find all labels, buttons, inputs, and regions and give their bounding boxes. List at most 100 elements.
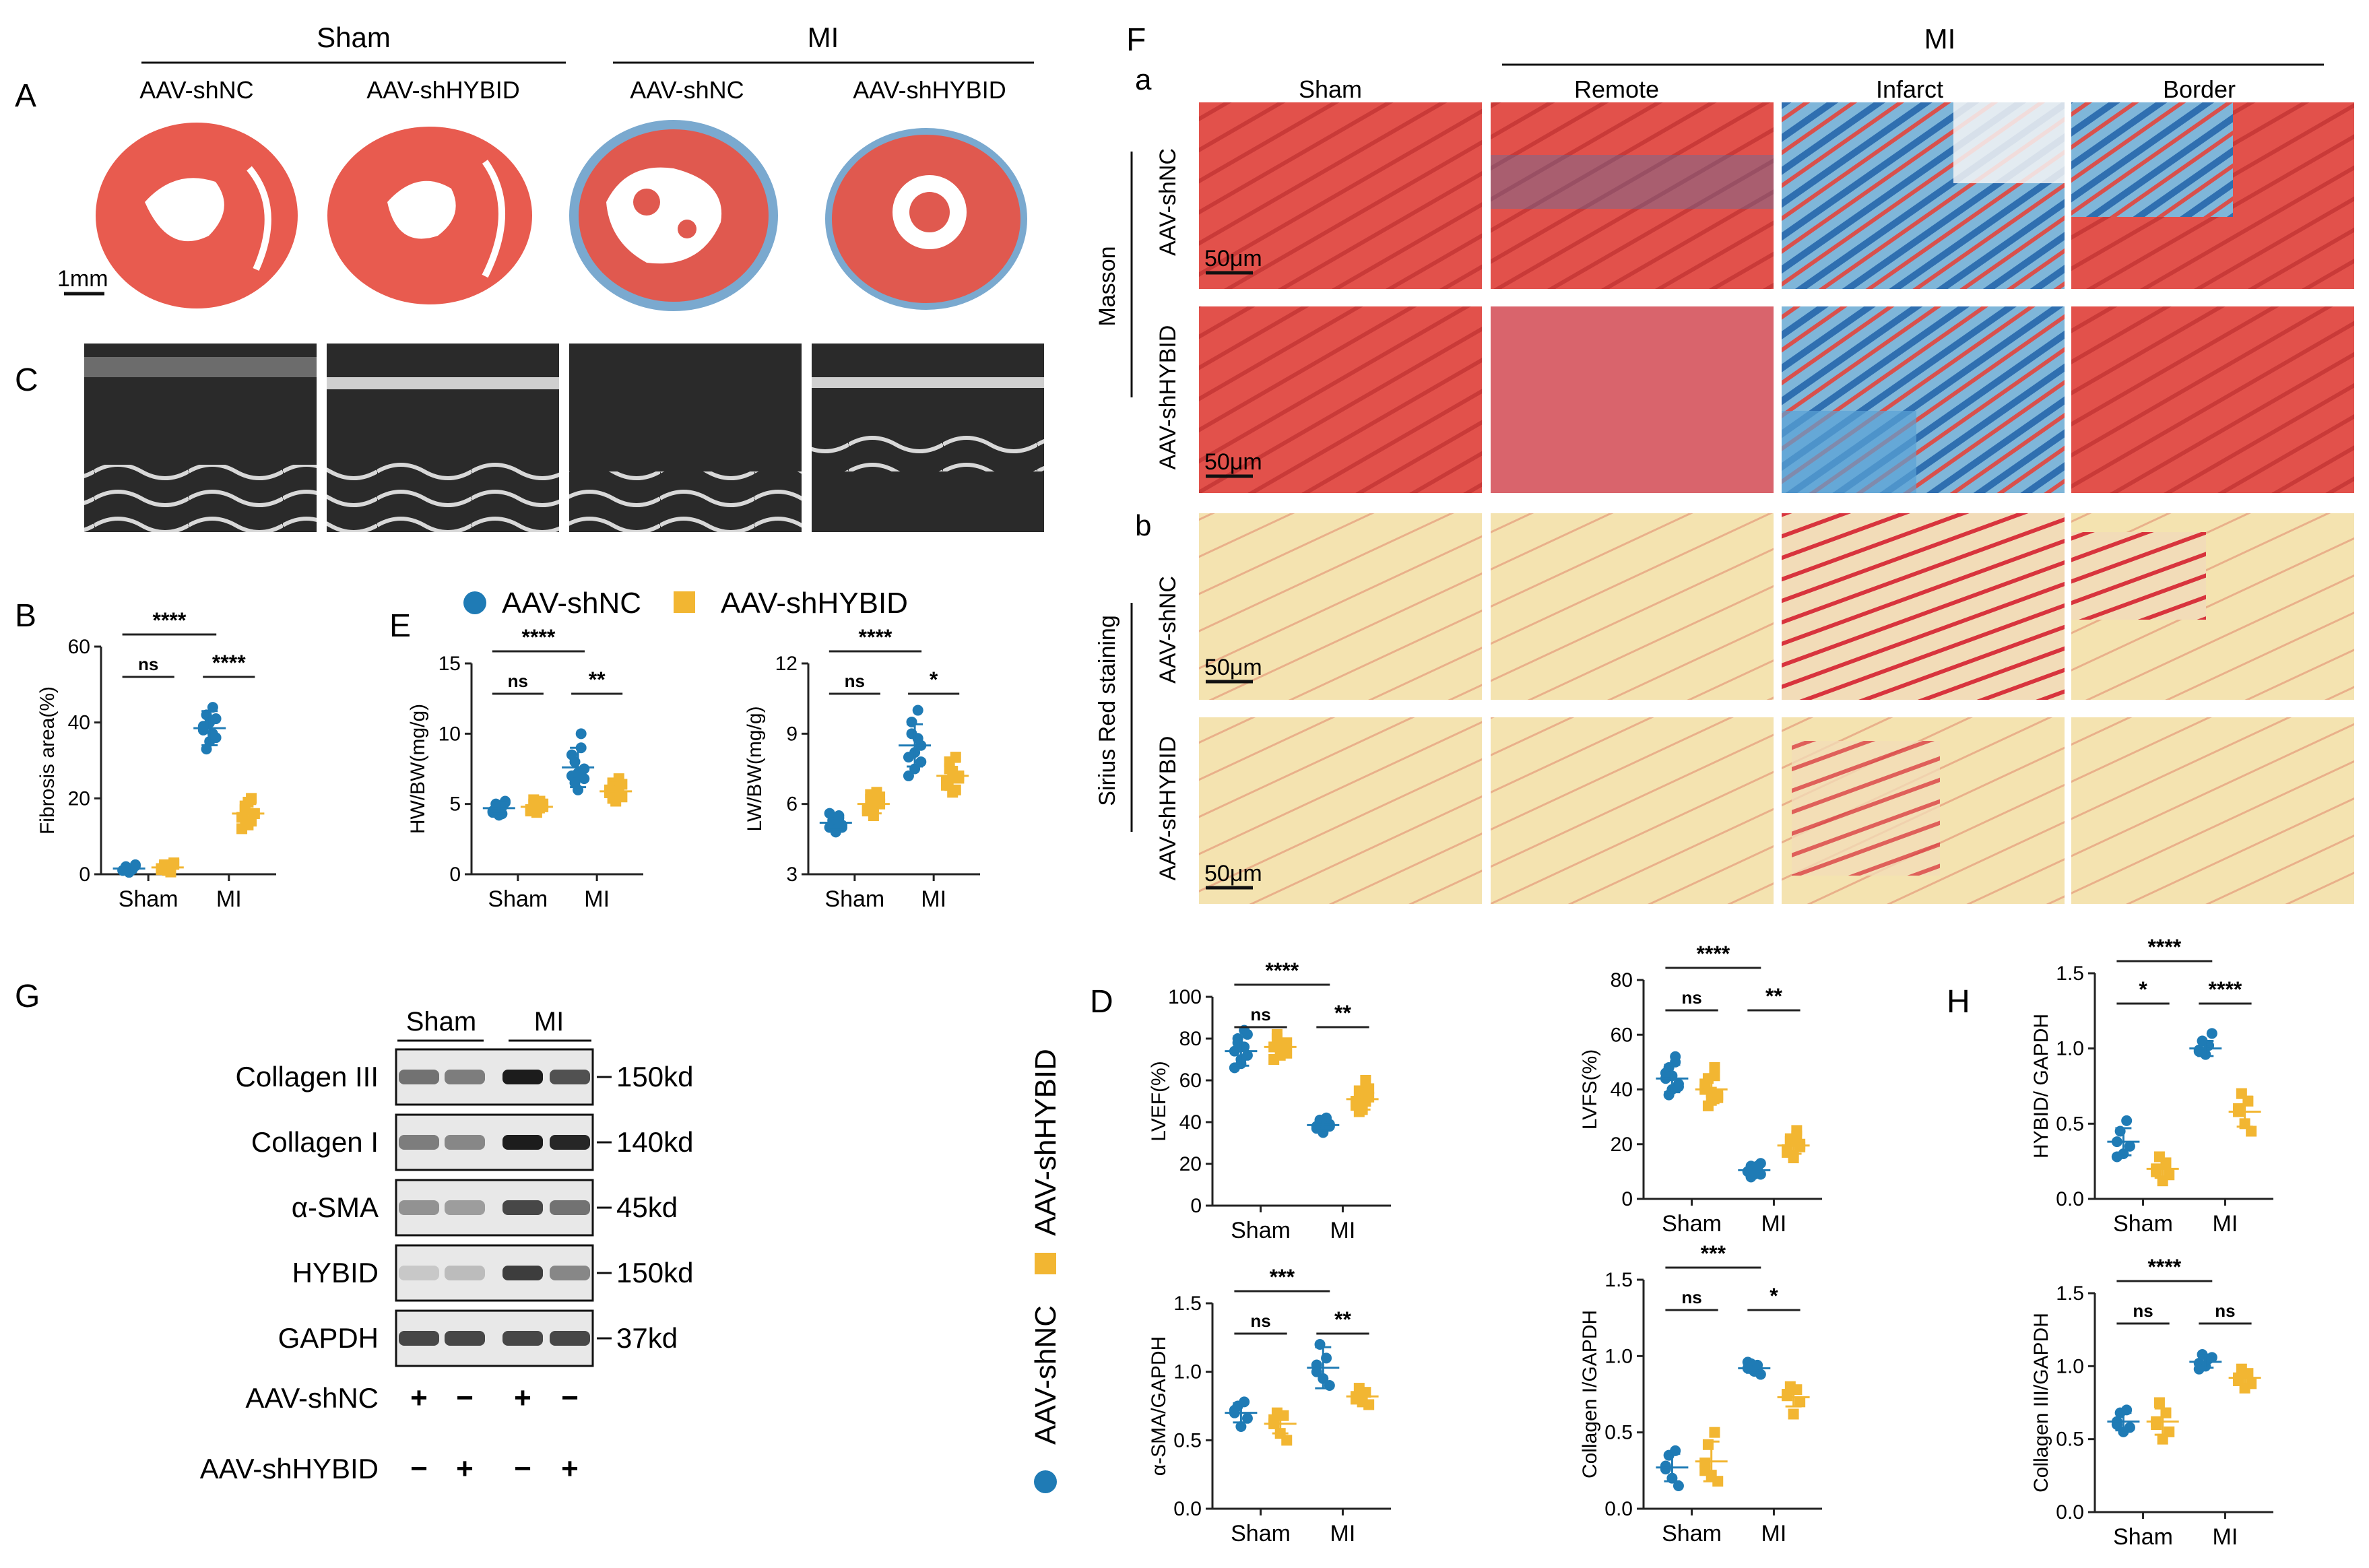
x-tick-label: MI — [1761, 1211, 1787, 1237]
data-point-shNC — [1673, 1480, 1684, 1491]
x-tick-label: Sham — [1662, 1211, 1722, 1237]
significance-label: ** — [589, 667, 606, 692]
y-tick-label: 6 — [786, 793, 798, 816]
legend-v-label-shHYBID: AAV-shHYBID — [1029, 1049, 1062, 1236]
y-tick-label: 20 — [1179, 1153, 1202, 1175]
treatment-sign: + — [514, 1381, 531, 1414]
panel-label-F: F — [1126, 22, 1146, 58]
treatment-label: AAV-shHYBID — [200, 1453, 379, 1484]
protein-label: GAPDH — [278, 1322, 379, 1354]
data-point-shNC — [210, 713, 222, 725]
data-point-shNC — [1755, 1369, 1766, 1380]
data-point-shHYBID — [616, 779, 628, 790]
data-point-shNC — [1660, 1464, 1671, 1475]
scale-label-50um-4: 50μm — [1204, 861, 1262, 886]
data-point-shHYBID — [953, 773, 965, 784]
y-axis-label: Fibrosis area(%) — [36, 686, 59, 835]
blot-band — [399, 1331, 439, 1346]
blot-band — [445, 1266, 485, 1280]
y-tick-label: 0 — [1621, 1188, 1633, 1210]
data-point-shNC — [2111, 1151, 2122, 1163]
protein-label: Collagen III — [236, 1061, 379, 1092]
chart-H2: 0.0 0.5 1.0 1.5 Sham MI Collagen III/GAPDH ****… — [2030, 1255, 2273, 1550]
treatment-label: AAV-shNC — [245, 1382, 379, 1414]
x-tick-label: Sham — [824, 886, 884, 912]
scale-label-50um-3: 50μm — [1204, 655, 1262, 680]
data-point-shNC — [903, 770, 914, 781]
treatment-sign: − — [561, 1381, 579, 1414]
data-point-shHYBID — [236, 823, 248, 835]
chart-D1: 0 20 40 60 80 100 Sham MI LVEF(%) **** ns ** — [1148, 958, 1391, 1243]
data-point-shHYBID — [2153, 1397, 2165, 1408]
treatment-sign: − — [456, 1381, 474, 1414]
legend-v-marker-shHYBID — [1035, 1253, 1056, 1274]
significance-label: **** — [1696, 942, 1730, 966]
data-point-shNC — [207, 702, 218, 713]
scale-label-50um-1: 50μm — [1204, 246, 1262, 271]
y-tick-label: 3 — [786, 863, 798, 886]
wb-group-sham: Sham — [406, 1007, 477, 1037]
treatment-sign: + — [561, 1452, 579, 1485]
treatment-sign: − — [514, 1452, 531, 1485]
data-point-shHYBID — [1709, 1427, 1720, 1438]
y-tick-label: 40 — [68, 712, 90, 734]
chart-D4: 0.0 0.5 1.0 1.5 Sham MI Collagen I/GAPDH *** ns * — [1579, 1241, 1822, 1546]
row-label-sirius: Sirius Red staining — [1095, 615, 1120, 806]
y-axis-label: HYBID/ GAPDH — [2030, 1014, 2052, 1158]
row-label-masson-shHYBID: AAV-shHYBID — [1155, 325, 1181, 470]
y-tick-label: 80 — [1611, 969, 1633, 991]
significance-label: **** — [2147, 935, 2181, 959]
treatment-sign: + — [456, 1452, 474, 1485]
data-point-shHYBID — [1782, 1390, 1793, 1402]
y-axis-label: LVFS(%) — [1579, 1049, 1601, 1130]
y-axis-label: HW/BW(mg/g) — [407, 704, 429, 834]
y-tick-label: 0.5 — [2056, 1113, 2084, 1135]
significance-label: * — [2139, 977, 2147, 1002]
x-tick-label: MI — [2213, 1524, 2238, 1550]
blot-band — [502, 1200, 543, 1215]
x-tick-label: MI — [1761, 1521, 1787, 1546]
blot-band — [550, 1200, 590, 1215]
data-point-shNC — [2193, 1044, 2205, 1055]
x-tick-label: MI — [921, 886, 946, 912]
data-point-shNC — [2124, 1140, 2135, 1152]
blot-band — [445, 1135, 485, 1150]
blot-band — [445, 1331, 485, 1346]
data-point-shHYBID — [1271, 1028, 1283, 1040]
y-tick-label: 0.5 — [1173, 1429, 1202, 1451]
y-axis-label: LVEF(%) — [1148, 1061, 1170, 1141]
heart-section-sham-shHYBID — [327, 127, 532, 304]
data-point-shHYBID — [2246, 1378, 2257, 1390]
significance-label: **** — [2209, 977, 2242, 1002]
data-point-shHYBID — [2246, 1125, 2257, 1137]
x-tick-label: Sham — [2113, 1211, 2173, 1237]
data-point-shHYBID — [1699, 1078, 1711, 1090]
blot-band — [399, 1200, 439, 1215]
y-tick-label: 1.5 — [2056, 1282, 2084, 1305]
y-tick-label: 10 — [439, 723, 461, 745]
data-point-shHYBID — [1794, 1138, 1806, 1150]
significance-label: ** — [1334, 1001, 1351, 1025]
y-tick-label: 1.0 — [1173, 1361, 1202, 1383]
significance-label: ns — [2133, 1301, 2153, 1321]
y-tick-label: 0.0 — [2056, 1501, 2084, 1524]
y-tick-label: 9 — [786, 723, 798, 745]
significance-label: **** — [1265, 958, 1299, 983]
x-tick-label: MI — [1330, 1521, 1356, 1546]
blot-band — [502, 1070, 543, 1084]
data-point-shHYBID — [1712, 1092, 1724, 1103]
data-point-shHYBID — [1363, 1399, 1375, 1410]
group-label-sham-a: Sham — [317, 22, 391, 53]
marker-size-label: 45kd — [616, 1191, 678, 1223]
data-point-shNC — [1235, 1421, 1247, 1432]
data-point-shNC — [1324, 1380, 1335, 1391]
y-tick-label: 1.0 — [2056, 1355, 2084, 1377]
marker-size-label: 37kd — [616, 1322, 678, 1354]
y-tick-label: 1.5 — [1604, 1269, 1633, 1291]
x-tick-label: Sham — [119, 886, 179, 912]
panel-label-G: G — [15, 979, 40, 1014]
significance-label: **** — [212, 651, 246, 675]
region-border: Border — [2163, 75, 2236, 103]
y-tick-label: 15 — [439, 653, 461, 675]
